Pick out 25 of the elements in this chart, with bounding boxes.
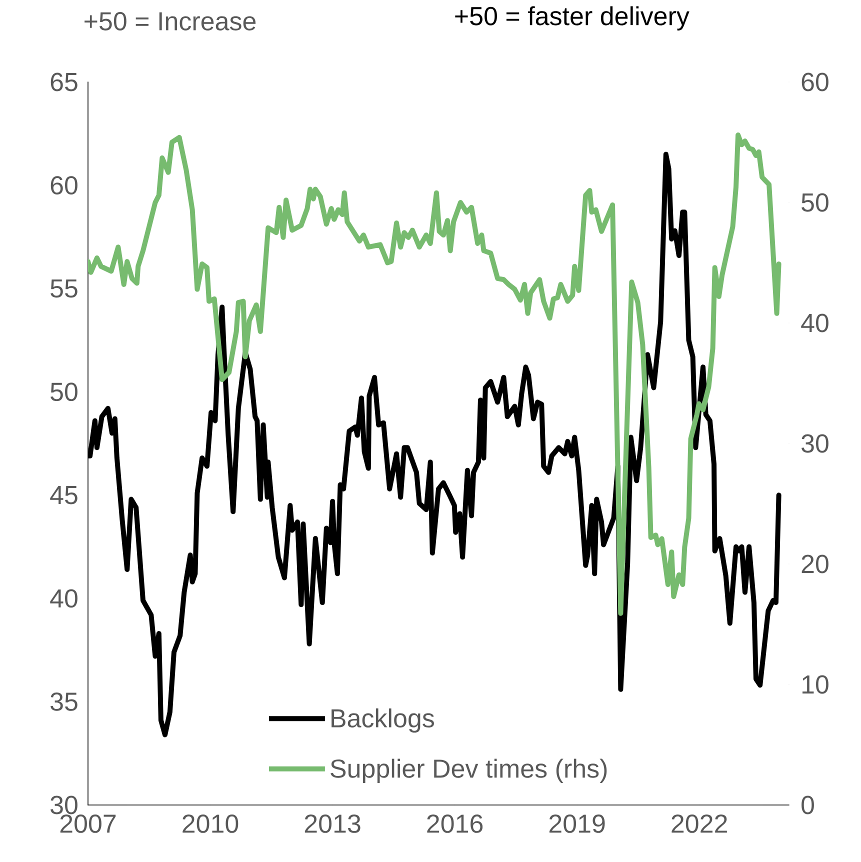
y2-tick-label: 20 [802, 554, 828, 574]
y2-tick-label: 50 [802, 193, 828, 212]
x-tick-label: 2022 [672, 814, 727, 833]
legend-label: Backlogs [332, 708, 434, 733]
y2-tick-label: 60 [802, 72, 828, 92]
y-tick-label: 30 [50, 796, 78, 814]
y-tick-label: 40 [50, 589, 78, 608]
y-axis-title: +50 = Increase [84, 12, 256, 30]
y-tick-label: 60 [50, 176, 78, 194]
y-tick-label: 45 [50, 486, 78, 504]
y2-tick-label: 10 [802, 675, 828, 694]
legend-label: Supplier Dev times (rhs) [330, 758, 607, 783]
x-tick-label: 2016 [427, 814, 483, 833]
y2-axis-title: +50 = faster delivery [455, 6, 690, 30]
y-tick-label: 65 [50, 72, 78, 92]
x-tick-label: 2019 [549, 814, 605, 833]
y2-tick-label: 40 [801, 314, 828, 332]
y-tick-label: 55 [50, 279, 78, 298]
y2-tick-label: 30 [802, 434, 828, 453]
y2-tick-label: 0 [802, 796, 814, 814]
y-tick-label: 50 [50, 382, 78, 402]
x-tick-label: 2010 [182, 814, 238, 833]
x-tick-label: 2007 [60, 814, 116, 833]
y-tick-label: 35 [50, 692, 78, 711]
x-tick-label: 2013 [304, 814, 360, 833]
